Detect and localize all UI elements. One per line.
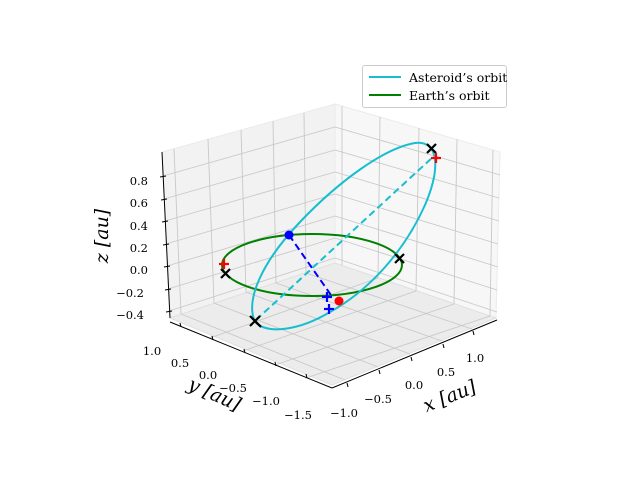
red-plus-marker-left [219, 259, 229, 269]
markers [219, 143, 441, 328]
z-tick-label: 0.8 [130, 174, 148, 188]
earth-asteroid-link [288, 234, 334, 299]
z-axis-line [161, 151, 171, 319]
x-tick-label: −0.5 [364, 392, 392, 406]
z-tick-label: −0.4 [116, 308, 144, 322]
y-tick-label: 1.0 [143, 344, 161, 358]
black-x-marker-left [220, 268, 231, 279]
z-tick-label: 0.2 [130, 241, 148, 255]
y-tick-label: −0.5 [219, 381, 247, 395]
y-tick-label: 0.0 [199, 368, 217, 382]
y-tick-label: −1.5 [284, 408, 312, 422]
y-tick-labels: 1.0 0.5 0.0−0.5 −1.0 −1.5 [143, 344, 312, 422]
tick-marks [159, 175, 475, 388]
blue-plus-marker-2 [324, 304, 334, 314]
y-tick-label: −1.0 [252, 394, 280, 408]
z-tick-label: 0.0 [130, 263, 148, 277]
grid-lines [162, 106, 501, 381]
z-tick-label: 0.4 [130, 219, 148, 233]
x-tick-label: 0.0 [405, 378, 423, 392]
legend-label-earth: Earth’s orbit [409, 87, 490, 103]
legend-label-asteroid: Asteroid’s orbit [409, 69, 508, 85]
x-axis-label: x [au] [420, 376, 480, 417]
legend-item-asteroid: Asteroid’s orbit [369, 68, 507, 86]
blue-plus-marker-1 [322, 292, 332, 302]
y-axis-line [169, 321, 333, 389]
y-tick-label: 0.5 [171, 356, 189, 370]
asteroid-swatch [369, 76, 401, 78]
blue-dot-earth [284, 230, 294, 240]
red-plus-marker-aphelion [431, 153, 441, 163]
earth-swatch [369, 94, 401, 96]
z-tick-label: −0.2 [116, 286, 144, 300]
x-tick-label: −1.0 [330, 406, 358, 420]
black-x-marker-aphelion [426, 143, 437, 154]
legend: Asteroid’s orbit Earth’s orbit [362, 65, 507, 108]
red-dot-asteroid [334, 296, 344, 306]
legend-item-earth: Earth’s orbit [369, 86, 490, 104]
x-tick-labels: −1.0 −0.5 0.0 0.5 1.0 [330, 351, 484, 420]
z-tick-label: 0.6 [130, 196, 148, 210]
x-tick-label: 0.5 [437, 365, 455, 379]
asteroid-apsides-line [255, 155, 435, 321]
black-x-marker-perihelion [249, 315, 262, 328]
z-axis-label: z [au] [91, 208, 113, 264]
x-tick-label: 1.0 [466, 351, 484, 365]
axis-lines [161, 151, 498, 389]
z-tick-labels: 0.8 0.6 0.4 0.2 0.0 −0.2 −0.4 [116, 174, 148, 322]
x-axis-line [331, 319, 498, 389]
black-x-marker-right [394, 253, 405, 264]
floor-pane [168, 262, 498, 386]
